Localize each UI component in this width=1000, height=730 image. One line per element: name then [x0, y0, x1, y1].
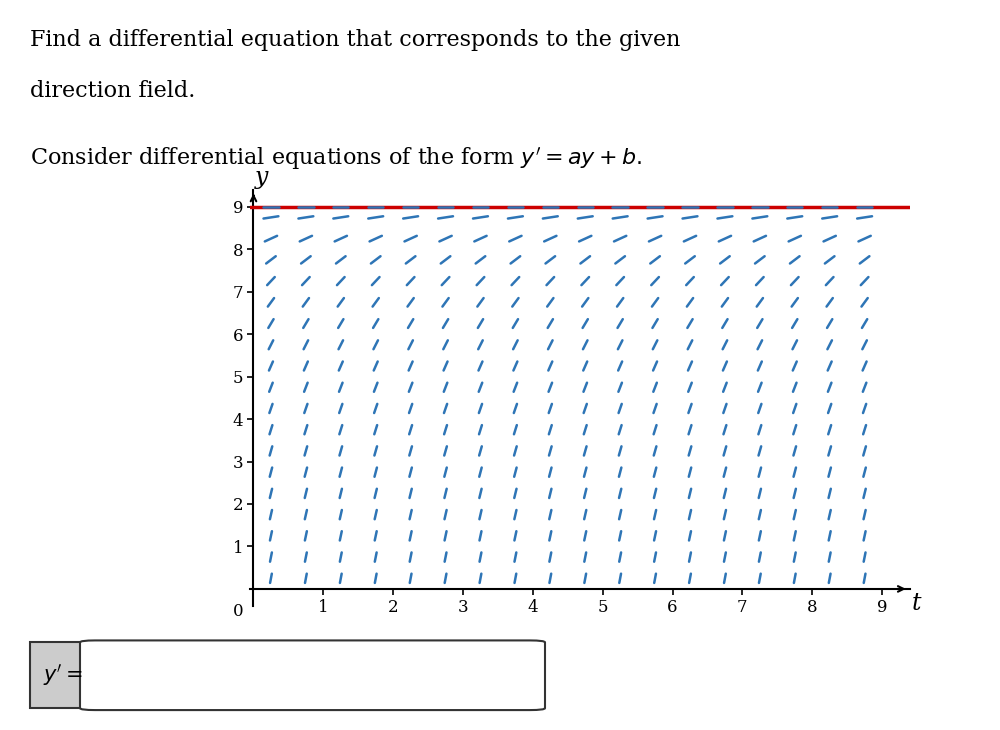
Text: t: t	[911, 592, 921, 615]
Text: direction field.: direction field.	[30, 80, 195, 102]
FancyBboxPatch shape	[80, 640, 545, 710]
Text: y: y	[255, 166, 269, 189]
FancyBboxPatch shape	[30, 642, 95, 708]
Text: $y' =$: $y' =$	[43, 662, 82, 688]
Text: Find a differential equation that corresponds to the given: Find a differential equation that corres…	[30, 29, 680, 51]
Text: Consider differential equations of the form $y' = ay + b.$: Consider differential equations of the f…	[30, 146, 642, 172]
Text: 0: 0	[233, 602, 243, 620]
